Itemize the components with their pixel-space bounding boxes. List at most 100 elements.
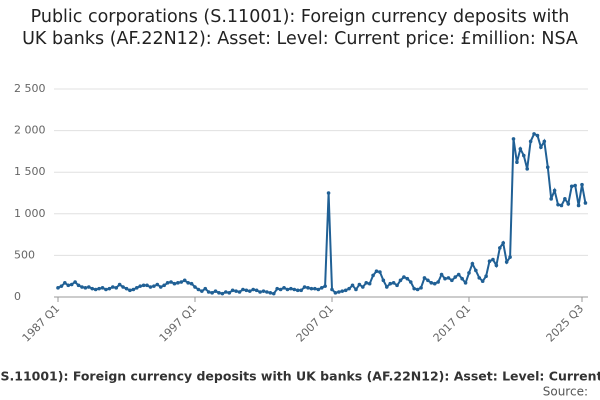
data-point xyxy=(354,287,358,292)
data-point xyxy=(261,289,266,293)
data-point xyxy=(528,139,533,144)
data-point xyxy=(477,276,482,280)
data-point xyxy=(432,281,437,286)
data-point xyxy=(158,285,163,289)
data-point xyxy=(265,290,269,294)
data-point xyxy=(361,285,365,289)
data-point xyxy=(419,286,423,290)
data-point xyxy=(402,275,406,279)
data-point xyxy=(456,272,461,277)
data-point xyxy=(556,202,560,207)
data-point xyxy=(357,282,362,287)
y-tick-label: 0 xyxy=(14,290,21,303)
data-point xyxy=(110,285,115,289)
data-point xyxy=(429,281,434,285)
data-point xyxy=(364,281,369,285)
data-point xyxy=(525,167,530,171)
data-point xyxy=(124,286,129,291)
data-point xyxy=(521,153,526,158)
data-point xyxy=(285,287,290,292)
data-point xyxy=(384,285,389,289)
data-point xyxy=(583,201,588,205)
data-point xyxy=(460,276,464,281)
data-point xyxy=(408,280,413,284)
data-point xyxy=(412,286,416,291)
data-point xyxy=(313,286,317,291)
data-point xyxy=(268,291,273,295)
data-point xyxy=(206,290,211,294)
data-point xyxy=(97,286,101,291)
data-point xyxy=(470,261,475,266)
data-point xyxy=(453,275,458,279)
data-point xyxy=(511,137,516,141)
data-point xyxy=(450,278,454,283)
data-point xyxy=(203,286,208,291)
data-point xyxy=(69,282,74,287)
data-point xyxy=(107,286,112,291)
data-point xyxy=(152,284,156,288)
data-point xyxy=(576,203,581,208)
data-point xyxy=(76,283,81,288)
data-point xyxy=(539,145,543,150)
data-point xyxy=(480,279,485,283)
data-point xyxy=(504,260,509,264)
data-point xyxy=(391,281,396,285)
data-point xyxy=(367,281,372,286)
data-point xyxy=(93,287,98,292)
data-point xyxy=(83,286,88,290)
data-point xyxy=(182,278,187,283)
data-point xyxy=(141,283,146,288)
data-point xyxy=(179,280,184,284)
data-point xyxy=(193,285,197,289)
data-point xyxy=(542,139,547,144)
data-point xyxy=(381,278,386,283)
data-point xyxy=(282,286,286,290)
data-point xyxy=(210,291,214,295)
data-point xyxy=(508,255,512,259)
data-point xyxy=(292,287,297,292)
data-point xyxy=(518,147,523,151)
data-point xyxy=(474,268,478,273)
data-point xyxy=(415,287,420,292)
y-tick-label: 2 500 xyxy=(14,82,46,95)
data-point xyxy=(148,285,153,289)
data-point xyxy=(371,273,375,278)
source: Source: xyxy=(543,385,588,399)
data-point xyxy=(343,288,348,293)
data-point xyxy=(573,183,577,188)
data-point xyxy=(569,184,574,189)
data-point xyxy=(217,291,221,295)
data-point xyxy=(200,289,204,293)
data-point xyxy=(395,283,399,288)
data-point xyxy=(230,288,235,293)
data-point xyxy=(251,287,256,292)
data-point xyxy=(254,288,259,293)
data-point xyxy=(436,280,440,284)
data-point xyxy=(244,288,249,293)
data-point xyxy=(189,281,194,286)
data-point xyxy=(501,241,506,245)
data-point xyxy=(340,289,345,293)
data-point xyxy=(302,285,307,289)
data-point xyxy=(138,284,142,288)
data-point xyxy=(241,287,245,292)
data-point xyxy=(114,286,119,290)
data-point xyxy=(350,283,355,288)
y-tick-label: 1 500 xyxy=(14,165,46,178)
data-point xyxy=(566,202,571,206)
data-point xyxy=(131,287,136,292)
data-point xyxy=(487,259,492,264)
data-point xyxy=(306,286,310,290)
data-point xyxy=(347,286,351,291)
data-point xyxy=(330,287,334,292)
y-tick-label: 1 000 xyxy=(14,207,46,220)
data-point xyxy=(237,290,242,294)
data-point xyxy=(316,287,321,292)
data-point xyxy=(378,270,382,274)
data-point xyxy=(515,160,519,165)
data-point xyxy=(227,291,232,295)
data-point xyxy=(213,289,218,293)
data-point xyxy=(563,197,567,201)
